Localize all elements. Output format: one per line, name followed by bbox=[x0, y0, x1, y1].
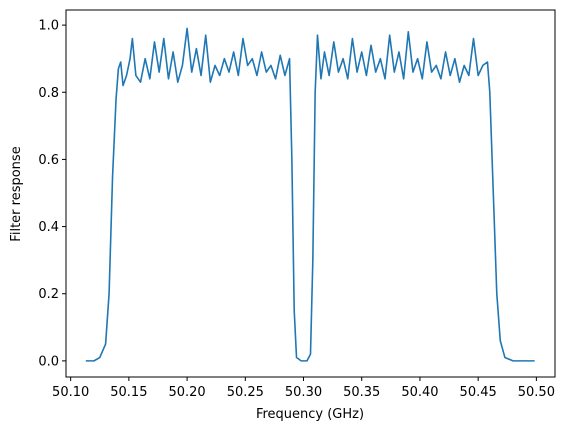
y-tick-label: 0.8 bbox=[38, 86, 59, 101]
x-tick-label: 50.30 bbox=[285, 385, 322, 400]
y-tick-label: 0.6 bbox=[38, 153, 59, 168]
x-tick-label: 50.35 bbox=[343, 385, 380, 400]
x-axis-label: Frequency (GHz) bbox=[256, 407, 364, 422]
y-tick-label: 1.0 bbox=[38, 19, 59, 34]
x-tick-label: 50.25 bbox=[227, 385, 264, 400]
y-tick-label: 0.2 bbox=[38, 287, 59, 302]
x-tick-label: 50.20 bbox=[168, 385, 205, 400]
x-tick-label: 50.15 bbox=[110, 385, 147, 400]
y-tick-label: 0.0 bbox=[38, 354, 59, 369]
y-axis-label: Filter response bbox=[9, 146, 24, 241]
x-tick-label: 50.40 bbox=[401, 385, 438, 400]
axes-frame bbox=[65, 9, 556, 378]
data-line bbox=[85, 27, 535, 362]
x-tick-label: 50.45 bbox=[460, 385, 497, 400]
y-tick-label: 0.4 bbox=[38, 220, 59, 235]
x-tick-label: 50.50 bbox=[518, 385, 555, 400]
x-tick-label: 50.10 bbox=[52, 385, 89, 400]
